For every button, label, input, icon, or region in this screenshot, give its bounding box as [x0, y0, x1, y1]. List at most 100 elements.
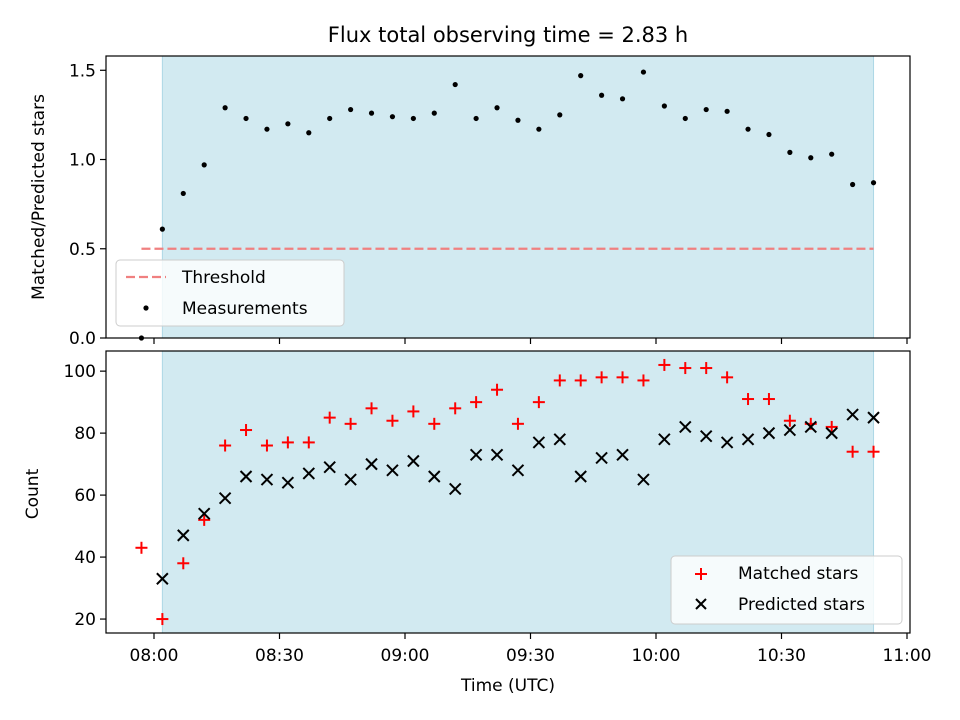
predicted-point-19	[553, 433, 566, 446]
y-tick-label: 60	[74, 486, 96, 506]
bottom-legend-box	[670, 555, 903, 625]
predicted-point-b	[637, 473, 650, 486]
measurement-point-21	[578, 73, 584, 79]
x-tick-label: 10:00	[632, 646, 681, 666]
measurement-point-34	[850, 181, 856, 188]
matched-point-10	[344, 417, 357, 430]
matched-point-16	[470, 396, 483, 409]
legend-predicted-swatch	[695, 598, 707, 610]
measurement-point-30	[766, 131, 772, 138]
measurement-point-27	[703, 106, 709, 113]
legend-measurements-swatch	[143, 305, 149, 311]
measurement-point-13	[410, 115, 416, 122]
matched-point-35	[867, 445, 880, 458]
predicted-point-12	[407, 454, 420, 468]
matched-point-3	[198, 513, 211, 526]
measurement-point-5	[243, 115, 249, 122]
predicted-point-b	[344, 473, 357, 486]
matched-point-21	[574, 374, 587, 387]
predicted-point-b	[574, 470, 587, 483]
predicted-point-b	[846, 408, 859, 421]
matched-point-1	[156, 613, 169, 626]
matched-star-points	[135, 358, 880, 626]
predicted-point-b	[699, 430, 713, 443]
measurement-point-28	[724, 108, 730, 114]
predicted-point-b	[407, 454, 420, 468]
top-panel: Flux total observing time = 2.83 h Match…	[29, 23, 911, 349]
measurement-point-14	[431, 110, 437, 116]
predicted-point-22	[616, 448, 629, 462]
predicted-point-10	[365, 457, 378, 471]
predicted-point-18	[532, 436, 546, 449]
predicted-point-b	[469, 448, 483, 462]
top-legend-box	[115, 259, 345, 327]
matched-point-34	[846, 445, 859, 458]
y-tick-label: 40	[74, 548, 96, 568]
matched-point-15	[449, 402, 462, 415]
predicted-point-b	[302, 467, 315, 480]
measurement-point-12	[389, 114, 396, 120]
matched-point-12	[386, 414, 399, 427]
predicted-point-b	[762, 426, 776, 440]
measurement-point-32	[808, 155, 814, 161]
y-tick-label: 0.5	[69, 240, 96, 260]
measurement-point-35	[870, 180, 877, 186]
legend-matched-swatch	[695, 568, 707, 580]
predicted-point-b	[595, 451, 608, 465]
matched-point-11	[365, 402, 378, 415]
predicted-point-b	[177, 529, 190, 542]
predicted-point-26	[699, 430, 713, 443]
measurement-point-9	[327, 115, 333, 122]
measurement-point-17	[494, 105, 500, 111]
matched-point-28	[721, 371, 734, 384]
predicted-point-28	[741, 433, 755, 446]
matched-point-27	[700, 362, 713, 375]
predicted-point-0	[156, 572, 169, 585]
predicted-point-b	[448, 482, 462, 496]
legend-predicted-label: Predicted stars	[738, 595, 865, 615]
predicted-point-9	[344, 473, 357, 486]
predicted-point-2	[197, 507, 211, 520]
matched-point-2	[177, 557, 190, 570]
predicted-point-b	[386, 464, 399, 477]
predicted-point-b	[804, 420, 817, 434]
predicted-point-17	[511, 464, 525, 477]
measurement-point-25	[661, 103, 667, 109]
matched-point-18	[511, 417, 524, 430]
predicted-point-b	[260, 473, 274, 486]
x-axis-label: Time (UTC)	[460, 676, 555, 696]
predicted-point-b	[679, 420, 692, 434]
top-plot-frame	[105, 55, 911, 339]
predicted-point-b	[428, 470, 441, 483]
measurement-point-18	[515, 117, 521, 123]
predicted-point-b	[658, 433, 671, 446]
measurement-point-2	[180, 190, 186, 197]
measurement-point-11	[368, 110, 375, 116]
measurement-point-29	[745, 126, 751, 132]
predicted-point-b	[616, 448, 629, 462]
top-y-axis-label: Matched/Predicted stars	[29, 94, 49, 300]
predicted-point-30	[783, 423, 797, 437]
predicted-point-14	[448, 482, 462, 496]
predicted-point-b	[783, 423, 797, 437]
measurement-point-6	[264, 126, 270, 132]
matched-point-22	[595, 371, 608, 384]
predicted-point-b	[323, 461, 336, 474]
matched-point-29	[742, 393, 755, 406]
predicted-point-6	[281, 476, 295, 489]
matched-point-4	[219, 439, 232, 452]
predicted-point-b	[281, 476, 295, 489]
predicted-point-5	[260, 473, 274, 486]
measurement-point-3	[201, 162, 207, 168]
predicted-point-b	[156, 572, 169, 585]
measurement-point-16	[473, 115, 479, 122]
measurement-point-15	[452, 81, 458, 88]
predicted-point-b	[511, 464, 525, 477]
measurement-point-33	[829, 151, 835, 157]
predicted-point-4	[239, 470, 253, 483]
measurement-point-1	[159, 226, 165, 232]
predicted-point-b	[197, 507, 211, 520]
predicted-point-b	[720, 436, 734, 449]
matched-point-33	[825, 420, 838, 433]
